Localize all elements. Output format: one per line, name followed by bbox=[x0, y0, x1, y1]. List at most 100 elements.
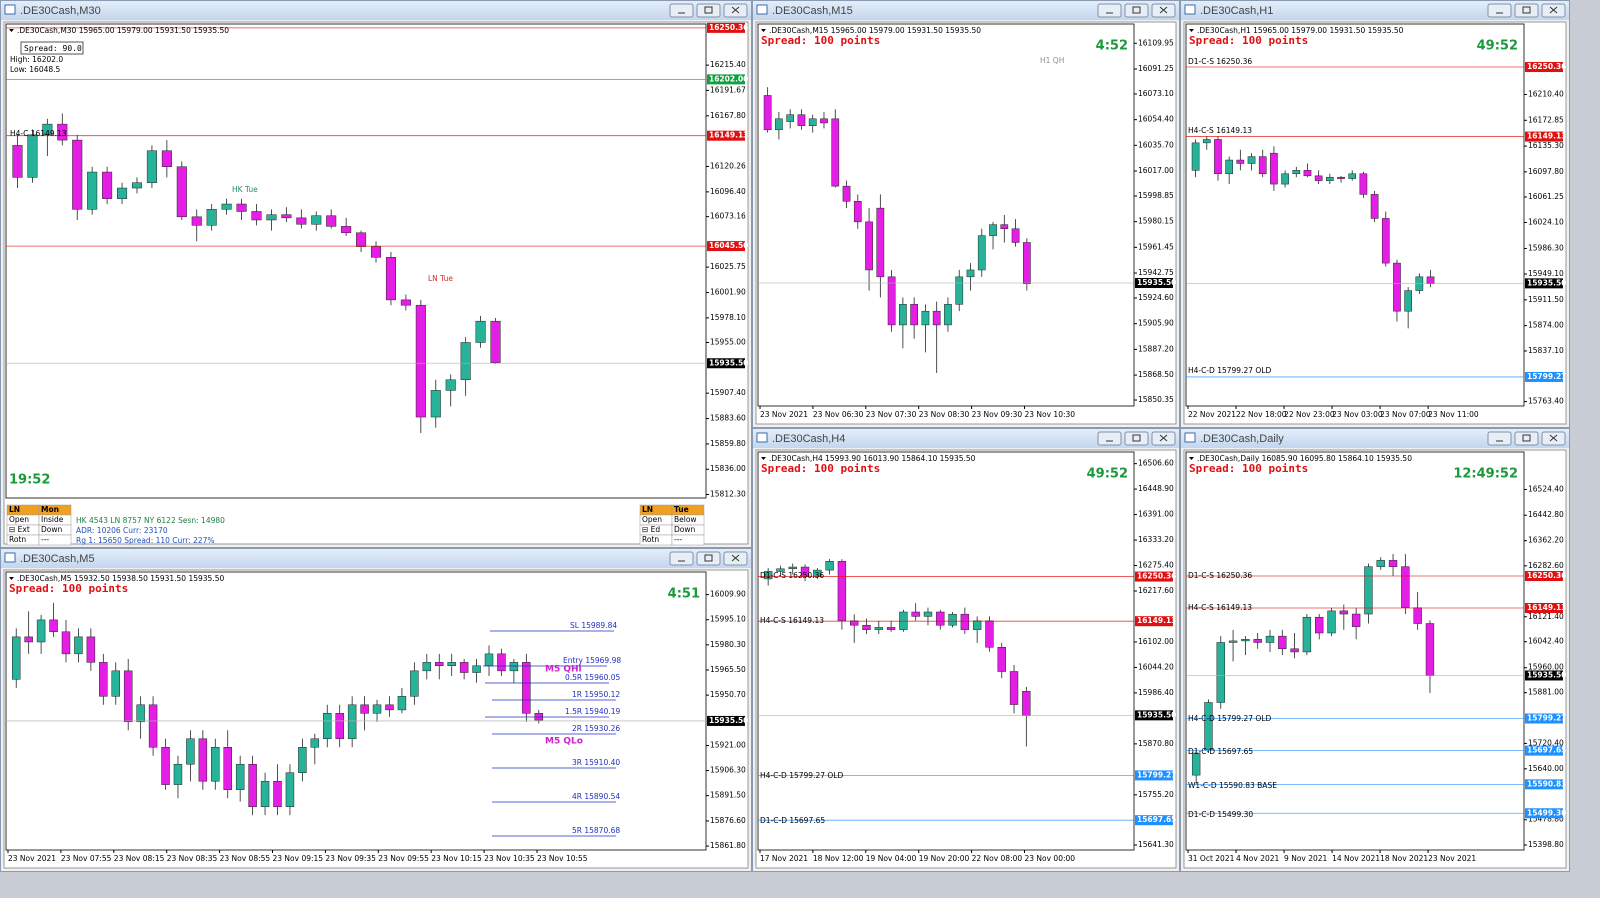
timer: 49:52 bbox=[1477, 39, 1518, 54]
candle-body bbox=[415, 304, 426, 418]
candle-body bbox=[1191, 752, 1201, 776]
y-tick-label: 15980.30 bbox=[710, 640, 746, 649]
candle-body bbox=[1011, 228, 1020, 243]
price-tag bbox=[1525, 713, 1563, 724]
maximize-icon bbox=[1132, 434, 1141, 442]
session-stats: ADR: 10206 Curr: 23170 bbox=[76, 526, 168, 535]
candle-body bbox=[788, 566, 797, 570]
symbol-info: .DE30Cash,Daily 16085.90 16095.80 15864.… bbox=[1197, 454, 1412, 463]
y-tick-label: 15950.70 bbox=[710, 690, 746, 699]
candle-body bbox=[1337, 176, 1345, 179]
y-tick-label: 16096.40 bbox=[710, 187, 746, 196]
candle-body bbox=[173, 763, 183, 785]
candle-body bbox=[36, 619, 46, 643]
dropdown-mark bbox=[1189, 457, 1194, 460]
y-tick-label: 15640.00 bbox=[1528, 764, 1564, 773]
spread: Spread: 100 points bbox=[9, 582, 128, 595]
candle-body bbox=[1339, 610, 1349, 615]
session-text: Open bbox=[642, 515, 662, 524]
y-tick-label: 16061.25 bbox=[1528, 192, 1564, 201]
x-tick-label: 17 Nov 2021 bbox=[760, 854, 808, 863]
candle-body bbox=[786, 114, 795, 122]
spread: Spread: 100 points bbox=[761, 34, 880, 47]
minimize-button[interactable] bbox=[669, 3, 694, 18]
candle-body bbox=[831, 118, 840, 187]
maximize-button[interactable] bbox=[1124, 431, 1149, 446]
window-icon bbox=[1184, 4, 1196, 15]
y-tick-label: 15859.80 bbox=[710, 439, 746, 448]
candle-body bbox=[1270, 152, 1278, 185]
candle-body bbox=[445, 379, 456, 391]
candle-body bbox=[285, 772, 295, 807]
x-tick-label: 23 Nov 07:00 bbox=[1380, 410, 1431, 419]
y-tick-label: 16448.90 bbox=[1138, 484, 1174, 493]
x-tick-label: 23 Nov 09:30 bbox=[972, 410, 1023, 419]
price-tag-label: 15935.50 bbox=[1137, 278, 1176, 287]
y-tick-label: 15906.30 bbox=[710, 766, 746, 775]
price-tag-label: 16149.13 bbox=[709, 131, 748, 140]
chart-area bbox=[3, 21, 749, 545]
price-tag-label: 15799.27 bbox=[1137, 770, 1176, 779]
candle-body bbox=[899, 304, 907, 326]
candle-body bbox=[1388, 560, 1398, 567]
candle-body bbox=[1359, 173, 1368, 195]
maximize-button[interactable] bbox=[1514, 3, 1539, 18]
candle-body bbox=[862, 624, 871, 630]
chart-window: .DE30Cash,Daily 16524.40 16442.80 16362.20 1… bbox=[1180, 428, 1570, 872]
candle-body bbox=[825, 561, 834, 571]
price-tag-label: 15799.27 bbox=[1527, 714, 1566, 723]
chart-note: D1-C-D 15499.30 bbox=[1188, 810, 1253, 819]
session-text: Down bbox=[674, 525, 695, 534]
session-text: Rotn bbox=[642, 535, 659, 544]
x-tick-label: 23 Nov 11:00 bbox=[1428, 410, 1479, 419]
x-tick-label: 4 Nov 2021 bbox=[1236, 854, 1279, 863]
y-tick-label: 15887.20 bbox=[1138, 344, 1174, 353]
candle-body bbox=[1236, 159, 1245, 164]
candle-body bbox=[248, 763, 257, 807]
candle-body bbox=[1000, 224, 1009, 229]
x-tick-label: 19 Nov 04:00 bbox=[866, 854, 917, 863]
candle-body bbox=[820, 118, 828, 124]
chart-note: H4-C-D 15799.27 OLD bbox=[760, 771, 843, 780]
minimize-button[interactable] bbox=[1487, 3, 1512, 18]
price-tag bbox=[1525, 62, 1563, 73]
chart-note: H4-C-D 15799.27 OLD bbox=[1188, 366, 1271, 375]
y-tick-label: 15874.00 bbox=[1528, 321, 1564, 330]
maximize-button[interactable] bbox=[1124, 3, 1149, 18]
spread: Spread: 100 points bbox=[761, 462, 880, 475]
candle-body bbox=[923, 611, 933, 617]
price-tag-label: 15499.30 bbox=[1527, 808, 1566, 817]
maximize-button[interactable] bbox=[696, 3, 721, 18]
minimize-button[interactable] bbox=[1097, 431, 1122, 446]
plot-border bbox=[1185, 451, 1525, 851]
window-icon bbox=[4, 4, 16, 15]
price-tag bbox=[1525, 131, 1563, 142]
candle-body bbox=[12, 145, 23, 178]
maximize-button[interactable] bbox=[696, 551, 721, 566]
price-tag bbox=[1135, 616, 1173, 627]
price-tag bbox=[1525, 670, 1563, 681]
minimize-button[interactable] bbox=[1487, 431, 1512, 446]
minimize-button[interactable] bbox=[669, 551, 694, 566]
candle-body bbox=[876, 207, 885, 278]
candle-body bbox=[808, 118, 817, 126]
candle-body bbox=[1009, 671, 1019, 705]
session-text: Open bbox=[9, 515, 29, 524]
session-text: ⊟ Ext bbox=[9, 525, 30, 534]
y-tick-label: 16167.80 bbox=[710, 111, 746, 120]
candle-body bbox=[61, 631, 71, 655]
chart-window: .DE30Cash,M30 16215.40 16191.67 16167.80 161… bbox=[0, 0, 752, 548]
candle-body bbox=[266, 214, 277, 221]
y-tick-label: 16391.00 bbox=[1138, 510, 1174, 519]
minimize-button[interactable] bbox=[1097, 3, 1122, 18]
candle-body bbox=[447, 662, 456, 666]
price-tag bbox=[1135, 710, 1173, 721]
candle-body bbox=[921, 310, 930, 326]
maximize-button[interactable] bbox=[1514, 431, 1539, 446]
candle-body bbox=[385, 257, 396, 301]
maximize-icon bbox=[1522, 6, 1531, 14]
y-tick-label: 15876.60 bbox=[710, 816, 746, 825]
y-tick-label: 16025.75 bbox=[710, 262, 746, 271]
candle-body bbox=[298, 747, 307, 773]
price-tag bbox=[1135, 571, 1173, 582]
